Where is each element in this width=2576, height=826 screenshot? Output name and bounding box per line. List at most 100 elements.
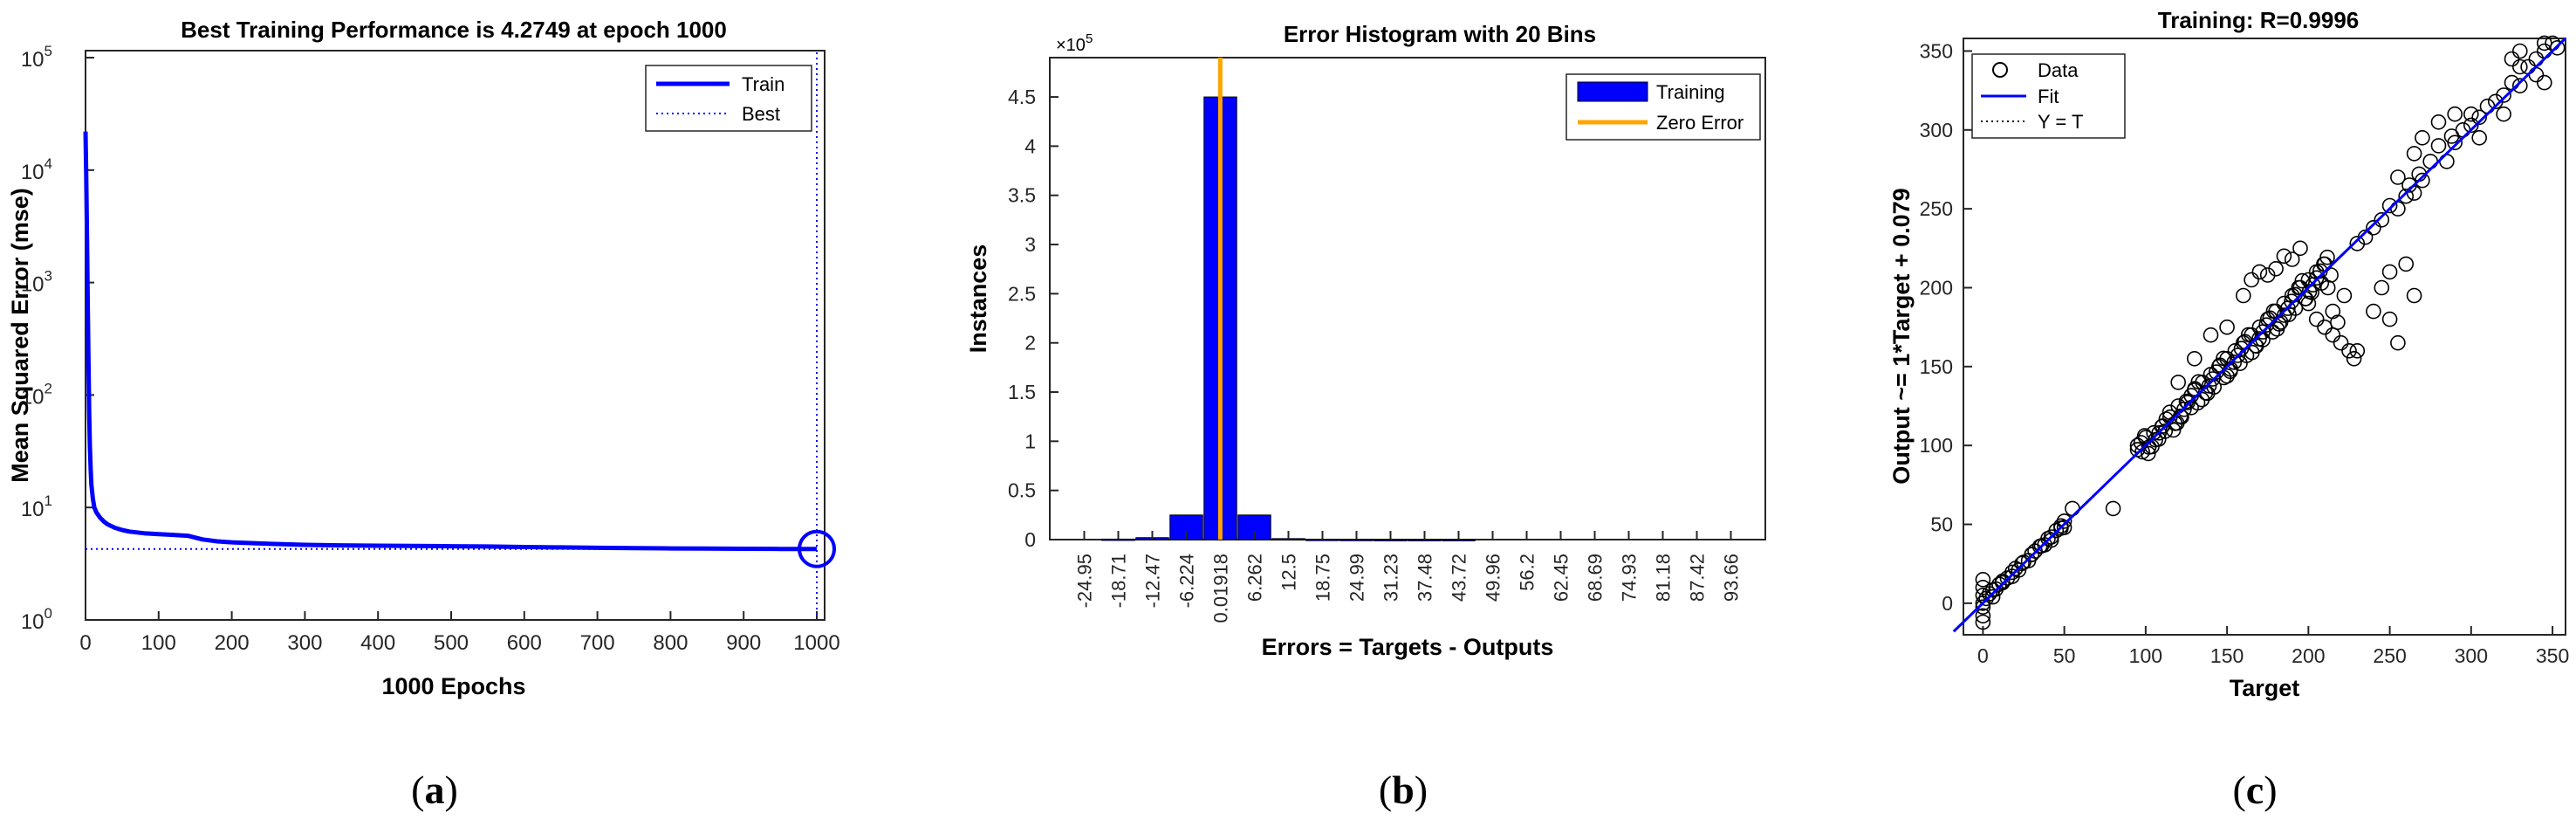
legend-data-label: Data (2038, 59, 2079, 81)
plot-a-y-label: Mean Squared Error (mse) (7, 188, 33, 483)
y-tick-label: 300 (1920, 119, 1953, 141)
y-tick-label: 104 (21, 155, 52, 184)
x-tick-label: 700 (580, 631, 615, 655)
panel-b-label: (b) (1379, 767, 1428, 812)
x-tick-label: 37.48 (1415, 554, 1436, 602)
data-point (2187, 381, 2203, 397)
data-point (2294, 272, 2311, 289)
x-tick-label: -12.47 (1142, 554, 1164, 608)
data-point (2151, 424, 2167, 441)
y-tick-label: 0 (1024, 528, 1036, 551)
data-point (2357, 229, 2374, 245)
data-point (2280, 300, 2296, 316)
data-point (2447, 106, 2463, 122)
data-point (2251, 331, 2267, 347)
y-tick-label: 100 (21, 605, 52, 634)
plot-a-x-label: 1000 Epochs (381, 673, 525, 699)
data-point (2336, 287, 2353, 304)
data-point (2463, 106, 2479, 122)
plot-b-x-ticks: -24.95 -18.71 -12.47 -6.224 0.01918 6.262 12.5… (1074, 531, 1743, 623)
data-point (2305, 277, 2321, 293)
x-tick-label: 100 (141, 631, 176, 655)
x-tick-label: 31.23 (1380, 554, 1402, 602)
y-tick-label: 103 (21, 268, 52, 297)
y-tick-label: 2 (1024, 332, 1036, 354)
x-tick-label: 600 (507, 631, 542, 655)
y-tick-label: 1.5 (1008, 381, 1036, 403)
histogram-bar (1408, 539, 1442, 541)
data-point (2537, 35, 2552, 52)
y-tick-label: 102 (21, 380, 52, 409)
data-point (2226, 354, 2243, 370)
x-tick-label: 87.42 (1687, 554, 1709, 602)
legend-identity-label: Y = T (2038, 111, 2083, 133)
x-tick-label: 300 (287, 631, 322, 655)
x-tick-label: 500 (434, 631, 469, 655)
y-tick-label: 0.5 (1008, 479, 1036, 502)
y-tick-label: 2.5 (1008, 282, 1036, 305)
plot-b-y-ticks: 0 0.5 1 1.5 2 2.5 3 3.5 4 4.5 (1008, 86, 1058, 551)
legend-zero-error-label: Zero Error (1656, 112, 1744, 134)
histogram-bar (1442, 539, 1476, 541)
x-tick-label: 0 (1977, 644, 1989, 667)
data-point (2244, 272, 2259, 288)
plot-c-y-label: Output ~= 1*Target + 0.079 (1888, 188, 1915, 484)
data-point (2170, 375, 2186, 390)
x-tick-label: 1000 (793, 631, 839, 655)
y-tick-label: 101 (21, 492, 52, 521)
panel-a-training-performance: Best Training Performance is 4.2749 at e… (7, 17, 840, 812)
data-point (2203, 327, 2219, 343)
x-tick-label: 6.262 (1244, 554, 1266, 602)
plot-c-x-label: Target (2230, 675, 2300, 701)
x-tick-label: 93.66 (1721, 554, 1743, 602)
plot-b-title: Error Histogram with 20 Bins (1284, 21, 1596, 47)
x-tick-label: 200 (2292, 644, 2325, 667)
plot-a-x-ticks: 0 100 200 300 400 500 600 700 800 900 1000 (79, 611, 840, 655)
histogram-bar (1374, 539, 1408, 541)
data-point (2004, 564, 2020, 581)
data-point (2136, 428, 2153, 444)
plot-c-y-ticks: 0 50 100 150 200 250 300 350 (1920, 39, 1972, 615)
data-point (2219, 368, 2235, 384)
legend-best-label: Best (742, 103, 780, 125)
data-point (2240, 327, 2257, 343)
x-tick-label: 200 (215, 631, 250, 655)
data-point (2219, 319, 2235, 335)
data-point (2292, 240, 2308, 257)
data-point (2265, 303, 2282, 320)
y-tick-label: 0 (1942, 592, 1953, 615)
data-point (2330, 314, 2346, 331)
data-point (2496, 106, 2511, 122)
y-tick-label: 4.5 (1008, 86, 1036, 108)
x-tick-label: 900 (726, 631, 761, 655)
data-point (2148, 431, 2163, 448)
plot-c-x-ticks: 0 50 100 150 200 250 300 350 (1977, 626, 2569, 667)
data-point (2323, 267, 2339, 283)
legend-train-label: Train (742, 73, 784, 95)
data-point (2406, 146, 2422, 162)
data-point (1984, 582, 2001, 598)
data-point (2180, 395, 2196, 410)
data-point (2105, 500, 2121, 517)
data-point (2204, 371, 2221, 387)
data-point (2381, 197, 2398, 214)
data-point (2251, 264, 2268, 280)
data-point (2216, 350, 2231, 367)
data-point (2398, 256, 2414, 272)
x-tick-label: 100 (2129, 644, 2162, 667)
x-tick-label: 24.99 (1346, 554, 1368, 602)
y-tick-label: 150 (1920, 355, 1953, 378)
data-point (2512, 43, 2528, 59)
data-point (2258, 317, 2274, 334)
x-tick-label: -6.224 (1176, 554, 1198, 608)
y-tick-label: 3 (1024, 233, 1036, 256)
data-point (1975, 599, 1991, 616)
data-point (2333, 334, 2349, 351)
data-point (2349, 342, 2366, 359)
data-point (1995, 573, 2011, 589)
plot-a-title: Best Training Performance is 4.2749 at e… (181, 17, 727, 43)
data-point (2341, 342, 2357, 359)
data-point (2537, 74, 2552, 91)
data-point (2512, 59, 2528, 75)
